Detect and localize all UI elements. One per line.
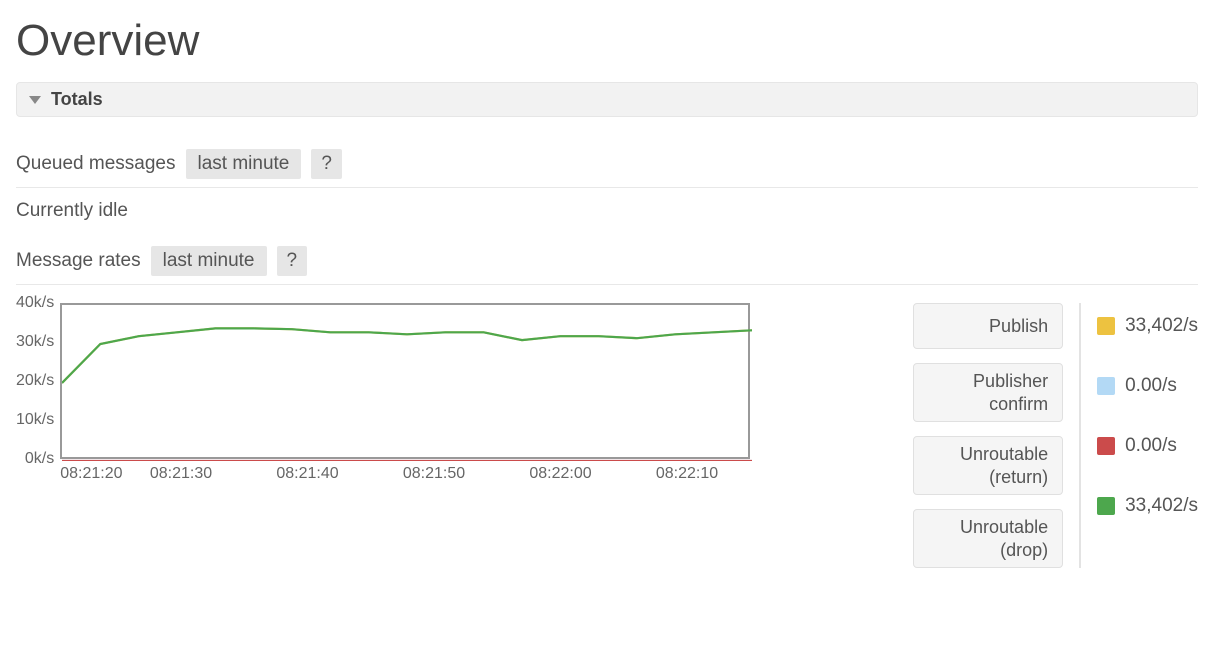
x-tick-label: 08:21:40 <box>244 465 371 483</box>
queued-messages-label: Queued messages <box>16 153 176 175</box>
legend-value-row: 0.00/s <box>1097 363 1198 409</box>
message-rates-chart: 40k/s30k/s20k/s10k/s0k/s 08:21:2008:21:3… <box>16 303 750 483</box>
totals-section-title: Totals <box>51 89 103 110</box>
legend-value: 33,402/s <box>1125 495 1198 517</box>
legend-swatch-icon <box>1097 497 1115 515</box>
legend-value-row: 0.00/s <box>1097 423 1198 469</box>
chart-y-axis: 40k/s30k/s20k/s10k/s0k/s <box>16 303 60 459</box>
legend-value: 33,402/s <box>1125 315 1198 337</box>
legend-swatch-icon <box>1097 377 1115 395</box>
disclosure-triangle-icon <box>29 96 41 104</box>
x-tick-label: 08:21:50 <box>371 465 498 483</box>
message-rates-row: Message rates last minute ? <box>16 242 1198 285</box>
legend-button[interactable]: Publisher confirm <box>913 363 1063 422</box>
chart-plot-area <box>60 303 750 459</box>
message-rates-help-button[interactable]: ? <box>277 246 308 276</box>
legend-swatch-icon <box>1097 317 1115 335</box>
x-tick-label: 08:21:30 <box>118 465 245 483</box>
x-tick-label: 08:22:10 <box>624 465 751 483</box>
legend-button[interactable]: Publish <box>913 303 1063 349</box>
queued-messages-window[interactable]: last minute <box>186 149 302 179</box>
chart-svg <box>62 305 752 461</box>
queued-messages-row: Queued messages last minute ? <box>16 145 1198 188</box>
legend-value: 0.00/s <box>1125 435 1177 457</box>
queued-messages-help-button[interactable]: ? <box>311 149 342 179</box>
chart-x-axis: 08:21:2008:21:3008:21:4008:21:5008:22:00… <box>60 465 750 483</box>
legend-button[interactable]: Unroutable (return) <box>913 436 1063 495</box>
message-rates-label: Message rates <box>16 250 141 272</box>
message-rates-window[interactable]: last minute <box>151 246 267 276</box>
legend-value: 0.00/s <box>1125 375 1177 397</box>
totals-section-header[interactable]: Totals <box>16 82 1198 117</box>
legend-separator <box>1079 303 1081 568</box>
legend: Publish Publisher confirm Unroutable (retu… <box>913 303 1198 568</box>
series-line-unroutable_drop <box>62 328 752 383</box>
legend-value-row: 33,402/s <box>1097 303 1198 349</box>
legend-button[interactable]: Unroutable (drop) <box>913 509 1063 568</box>
x-tick-label: 08:22:00 <box>497 465 624 483</box>
x-tick-label: 08:21:20 <box>60 465 118 483</box>
page-title: Overview <box>16 16 1198 66</box>
legend-swatch-icon <box>1097 437 1115 455</box>
legend-value-row: 33,402/s <box>1097 483 1198 529</box>
queued-messages-status: Currently idle <box>16 200 1198 222</box>
